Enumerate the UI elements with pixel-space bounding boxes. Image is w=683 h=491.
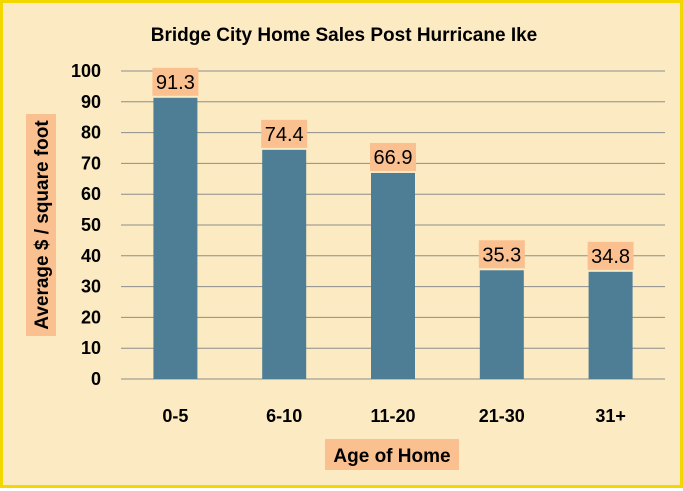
y-tick-label: 30 (81, 277, 101, 297)
x-axis-title-box (325, 439, 459, 470)
y-tick-label: 100 (71, 61, 101, 81)
x-axis-title-text: Age of Home (333, 446, 450, 467)
y-axis-ticks: 0 10 20 30 40 50 60 70 80 90 100 (71, 61, 101, 389)
bar-chart: Bridge City Home Sales Post Hurricane Ik… (26, 25, 665, 470)
data-labels: 91.3 74.4 66.9 35.3 34.8 (152, 67, 634, 270)
x-axis-title: Age of Home (325, 439, 459, 470)
y-tick-label: 0 (91, 369, 101, 389)
bar-11-20 (371, 172, 415, 379)
bar-0-5 (153, 97, 198, 380)
x-tick-label: 6-10 (266, 406, 302, 426)
data-label-box (261, 119, 308, 148)
data-label-box (478, 240, 525, 269)
data-label-box (370, 142, 416, 171)
bar-6-10 (262, 149, 307, 379)
bars (153, 97, 633, 380)
data-label: 66.9 (374, 147, 413, 169)
data-label: 34.8 (591, 246, 630, 268)
y-axis-title-text: Average $ / square foot (32, 120, 53, 330)
x-tick-label: 11-20 (370, 406, 415, 426)
y-tick-label: 40 (81, 246, 101, 266)
x-tick-label: 31+ (595, 406, 626, 426)
y-tick-label: 60 (81, 184, 101, 204)
x-axis-ticks: 0-5 6-10 11-20 21-30 31+ (162, 406, 625, 426)
data-label-box (587, 241, 634, 270)
data-label: 74.4 (265, 124, 304, 146)
x-tick-label: 21-30 (479, 406, 525, 426)
data-label-box (152, 67, 199, 96)
y-axis-title-box (26, 114, 56, 336)
y-axis-title: Average $ / square foot (26, 114, 56, 336)
bar-31+ (588, 271, 633, 379)
bar-21-30 (479, 270, 524, 379)
y-tick-label: 50 (81, 215, 101, 235)
y-tick-label: 90 (81, 92, 101, 112)
y-tick-label: 10 (81, 338, 101, 358)
data-label: 91.3 (156, 72, 195, 94)
data-label: 35.3 (482, 244, 521, 266)
x-tick-label: 0-5 (162, 406, 188, 426)
chart-title: Bridge City Home Sales Post Hurricane Ik… (151, 25, 537, 46)
y-tick-label: 70 (81, 153, 101, 173)
y-tick-label: 20 (81, 307, 101, 327)
y-tick-label: 80 (81, 123, 101, 143)
